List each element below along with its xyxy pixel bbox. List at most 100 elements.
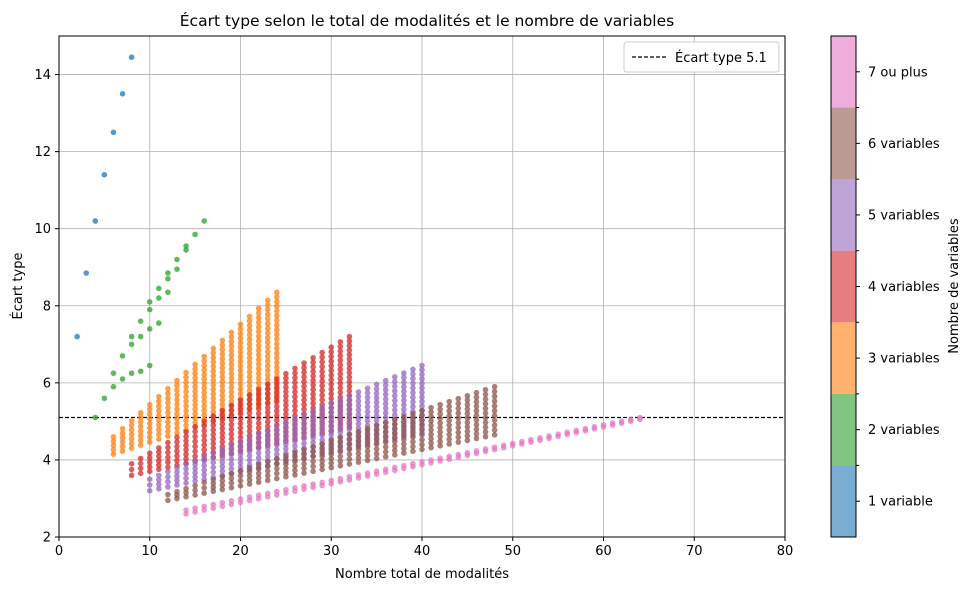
data-point (500, 442, 507, 449)
data-point (455, 415, 462, 421)
data-point (355, 393, 362, 400)
data-point (283, 445, 289, 452)
data-point (156, 398, 162, 405)
data-point (283, 457, 289, 463)
data-point (246, 355, 253, 361)
data-point (210, 427, 217, 433)
data-point (373, 412, 380, 419)
data-point (283, 397, 289, 404)
data-point (337, 375, 344, 382)
data-point (274, 437, 280, 444)
data-point (119, 430, 126, 437)
data-point (283, 423, 289, 430)
data-point (382, 387, 389, 393)
data-point (419, 376, 425, 382)
data-point (391, 402, 398, 409)
data-point (146, 487, 153, 494)
data-point (464, 392, 471, 399)
data-point (292, 403, 298, 409)
data-point (292, 389, 298, 395)
data-point (401, 383, 407, 390)
data-point (491, 412, 498, 419)
data-point (210, 382, 217, 388)
data-point (183, 429, 189, 435)
data-point (419, 362, 425, 369)
data-point (355, 459, 362, 465)
data-point (328, 422, 335, 429)
data-point (137, 318, 144, 324)
data-point (337, 389, 344, 396)
data-point (310, 386, 316, 393)
data-point (382, 429, 389, 436)
data-point (419, 398, 425, 405)
data-point (491, 398, 498, 404)
data-point (219, 397, 226, 403)
data-point (165, 414, 171, 420)
data-point (246, 434, 253, 441)
data-point (237, 406, 244, 413)
data-point (491, 422, 498, 429)
data-point (201, 389, 207, 396)
data-point (255, 450, 262, 456)
data-point (201, 358, 207, 364)
data-point (328, 344, 335, 350)
data-point (419, 446, 425, 453)
data-point (192, 482, 198, 489)
data-point (319, 354, 325, 361)
data-point (292, 375, 298, 381)
data-point (373, 408, 380, 415)
data-point (237, 349, 244, 355)
data-point (319, 397, 325, 403)
data-point (264, 418, 271, 425)
data-point (156, 453, 162, 460)
data-point (201, 353, 207, 360)
data-point (301, 406, 307, 413)
data-point (310, 359, 316, 366)
data-point (165, 473, 171, 480)
data-point (183, 393, 189, 400)
data-point (328, 353, 335, 360)
data-point (274, 385, 280, 391)
data-point (255, 352, 262, 358)
data-point (328, 460, 335, 466)
data-point (237, 411, 244, 417)
data-point (455, 439, 462, 445)
data-point (364, 448, 371, 455)
data-point (391, 416, 398, 423)
data-point (156, 320, 162, 326)
data-point (128, 440, 135, 447)
data-point (364, 434, 371, 441)
data-point (301, 397, 307, 403)
data-point (482, 386, 489, 393)
data-point (292, 393, 298, 400)
data-point (401, 422, 407, 429)
data-point (491, 427, 498, 433)
data-point (228, 384, 235, 391)
data-point (201, 376, 207, 382)
data-point (310, 417, 316, 423)
data-point (228, 393, 235, 400)
data-point (446, 403, 453, 410)
data-point (355, 407, 362, 413)
data-point (264, 404, 271, 411)
data-point (255, 391, 262, 398)
data-point (373, 399, 380, 406)
data-point (192, 474, 198, 480)
data-point (355, 420, 362, 427)
data-point (146, 306, 153, 313)
data-point (255, 361, 262, 368)
data-point (246, 364, 253, 371)
data-point (228, 417, 235, 423)
data-point (391, 464, 398, 471)
data-point (219, 383, 226, 389)
data-point (328, 442, 335, 448)
data-point (292, 424, 298, 431)
data-point (437, 420, 443, 426)
data-point (419, 412, 425, 419)
data-point (201, 462, 207, 469)
data-point (192, 428, 198, 435)
data-point (201, 398, 207, 405)
data-point (210, 354, 217, 361)
x-tick-label: 80 (777, 544, 794, 559)
data-point (283, 428, 289, 434)
